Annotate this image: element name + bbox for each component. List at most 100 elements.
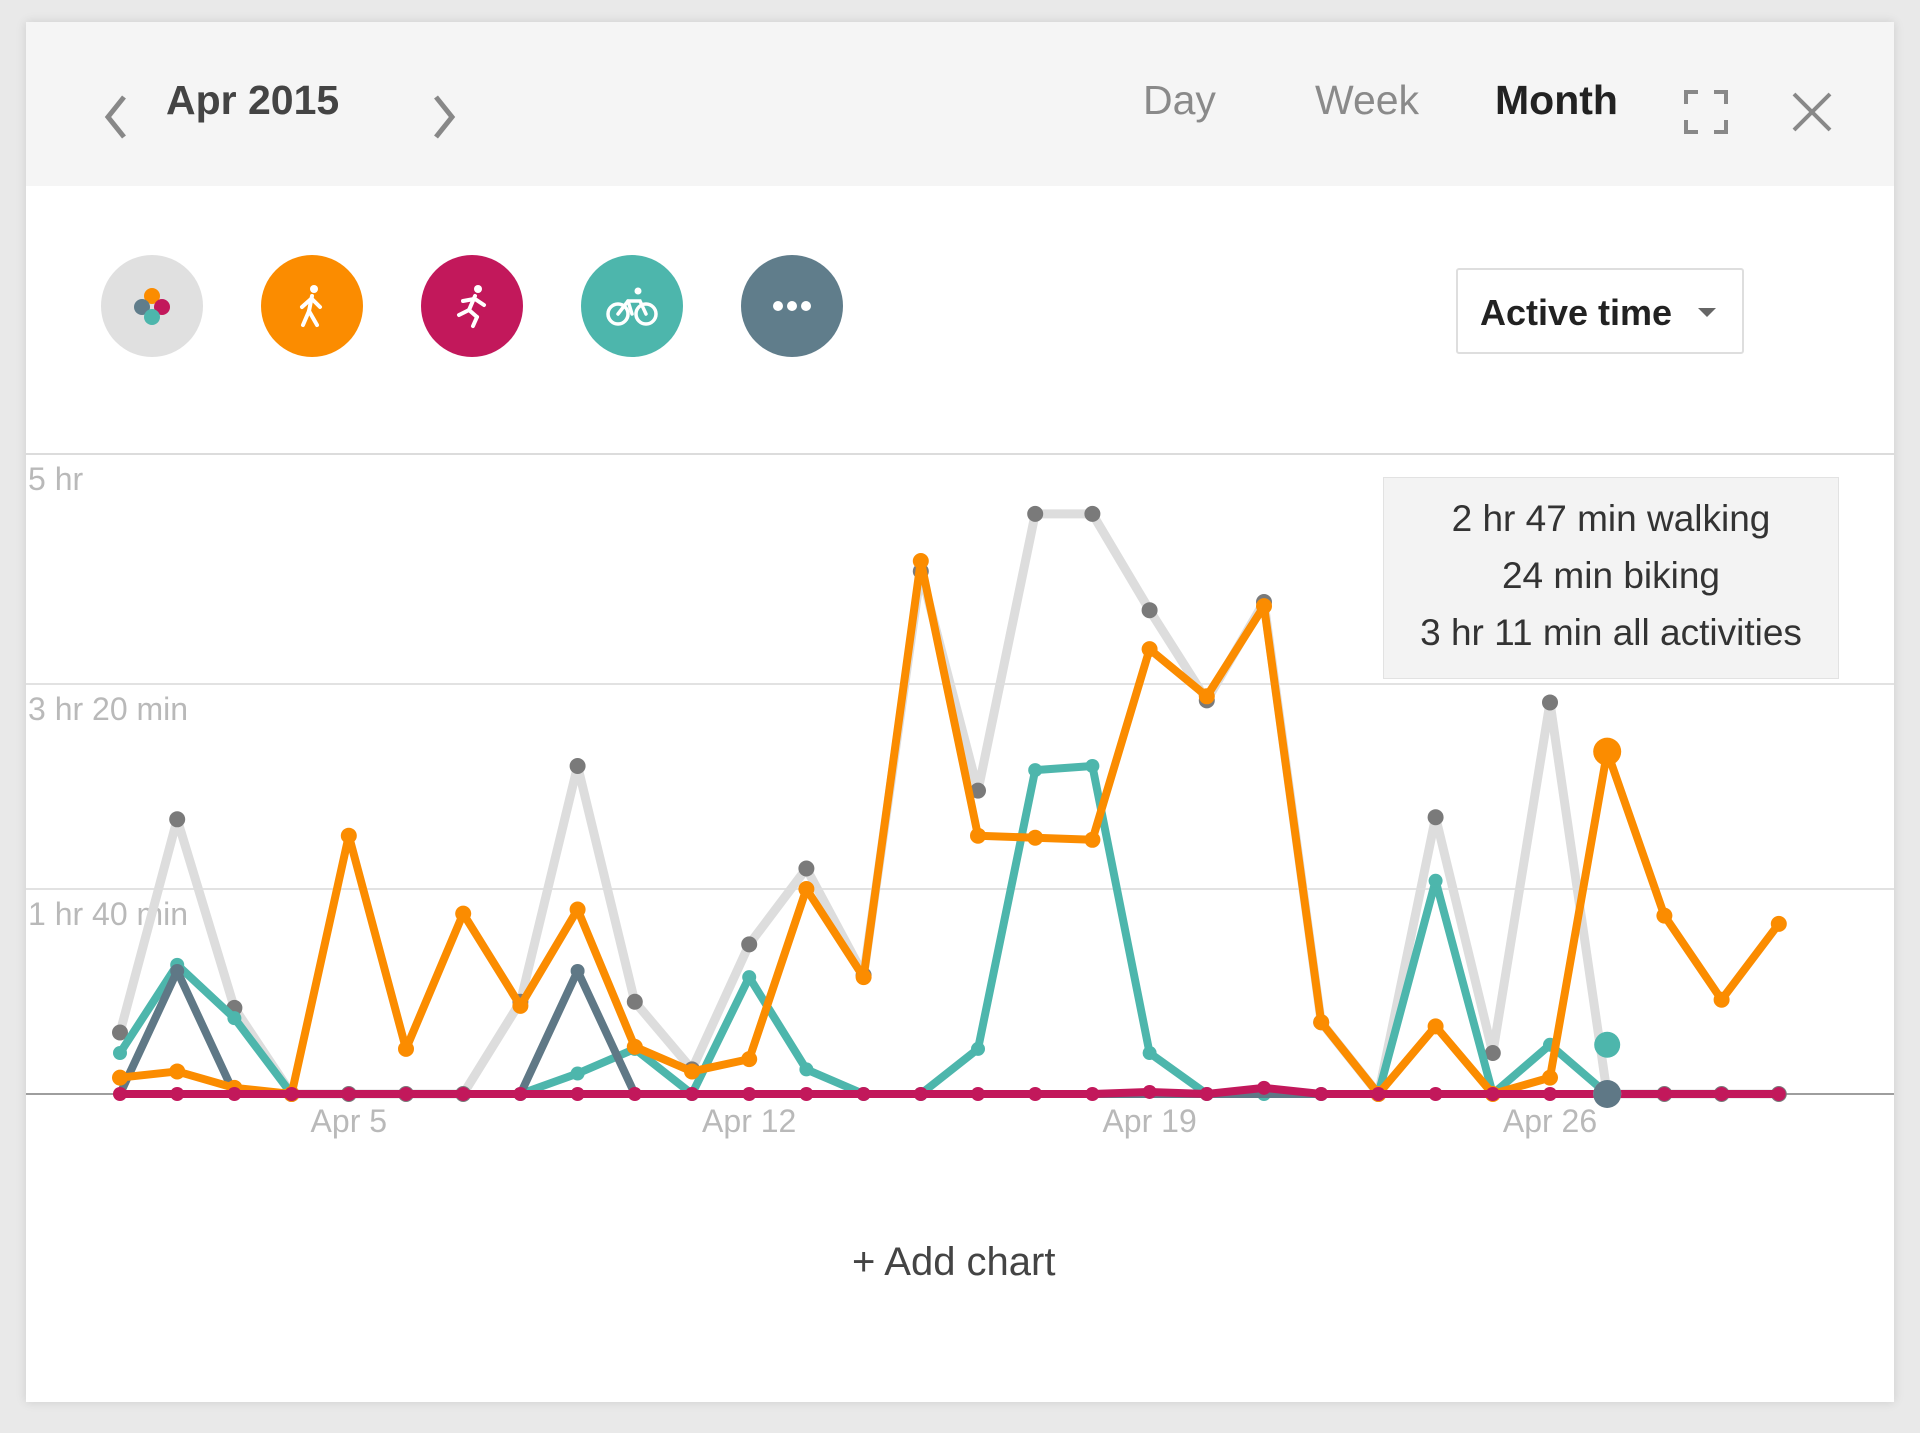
x-tick-label: Apr 12 <box>702 1103 796 1139</box>
data-point-all <box>169 811 186 828</box>
data-point-walking <box>1256 598 1272 615</box>
data-point-biking <box>1428 873 1443 888</box>
data-point-running <box>799 1087 814 1101</box>
header-bar: Apr 2015 Day Week Month <box>26 22 1894 186</box>
filter-more[interactable] <box>741 255 843 357</box>
data-point-running <box>1085 1087 1100 1101</box>
data-point-running <box>742 1087 757 1101</box>
data-point-running <box>685 1087 699 1101</box>
data-point-running <box>627 1087 642 1101</box>
tooltip-line-all: 3 hr 11 min all activities <box>1420 612 1802 653</box>
data-point-walking <box>970 827 986 844</box>
data-point-all <box>1027 505 1044 522</box>
data-point-running <box>1199 1087 1214 1101</box>
data-point-biking <box>742 970 757 985</box>
data-point-running <box>1543 1087 1557 1101</box>
chart-tooltip: 2 hr 47 min walking 24 min biking 3 hr 1… <box>1383 477 1839 679</box>
chevron-left-icon <box>104 95 126 139</box>
data-point-running <box>1142 1084 1157 1099</box>
y-tick-label: 5 hr <box>28 461 83 497</box>
data-point-walking <box>1770 915 1787 932</box>
data-point-biking <box>1028 763 1043 778</box>
data-point-all <box>1427 809 1444 826</box>
data-point-running <box>1771 1087 1786 1101</box>
tab-month[interactable]: Month <box>1495 77 1618 123</box>
data-point-running <box>570 1087 585 1101</box>
fullscreen-icon <box>1684 90 1728 134</box>
data-point-running <box>1028 1087 1043 1101</box>
highlight-point-other <box>1593 1080 1622 1108</box>
filter-walking[interactable] <box>261 255 363 357</box>
data-point-walking <box>684 1063 700 1080</box>
filter-running[interactable] <box>421 255 523 357</box>
chevron-right-icon <box>434 95 456 139</box>
data-point-running <box>227 1087 242 1101</box>
more-icon <box>773 301 811 311</box>
data-point-all <box>112 1024 128 1041</box>
data-point-all <box>1542 694 1558 711</box>
data-point-biking <box>1142 1046 1157 1060</box>
data-point-biking <box>570 1066 585 1081</box>
data-point-biking <box>227 1011 242 1026</box>
data-point-all <box>626 993 643 1010</box>
metric-select[interactable]: Active time <box>1456 268 1744 354</box>
data-point-other <box>570 964 585 978</box>
tooltip-line-biking: 24 min biking <box>1501 555 1720 596</box>
data-point-running <box>1485 1087 1500 1101</box>
activity-chart: 1 hr 40 min 3 hr 20 min 5 hr Apr 5 Apr 12 Apr… <box>26 453 1894 1139</box>
tab-day[interactable]: Day <box>1143 77 1216 123</box>
data-point-walking <box>455 905 472 922</box>
data-point-walking <box>798 881 815 897</box>
data-point-walking <box>1084 831 1101 848</box>
x-tick-label: Apr 19 <box>1102 1103 1196 1139</box>
prev-period-button[interactable] <box>86 82 146 152</box>
period-title: Apr 2015 <box>166 77 340 123</box>
next-period-button[interactable] <box>414 82 474 152</box>
data-point-walking <box>112 1069 128 1086</box>
close-button[interactable] <box>1782 82 1842 142</box>
data-point-biking <box>799 1062 814 1077</box>
data-point-running <box>1714 1087 1729 1101</box>
y-tick-label: 1 hr 40 min <box>28 896 188 932</box>
data-point-running <box>1657 1087 1672 1101</box>
data-point-all <box>1484 1045 1501 1061</box>
tab-week[interactable]: Week <box>1315 77 1420 123</box>
highlight-point-biking <box>1594 1031 1621 1058</box>
data-point-running <box>284 1087 299 1101</box>
data-point-walking <box>1427 1018 1444 1035</box>
data-point-running <box>513 1087 528 1101</box>
series-line-running <box>116 1083 1783 1098</box>
data-point-walking <box>912 553 929 569</box>
tooltip-line-walking: 2 hr 47 min walking <box>1451 498 1771 539</box>
data-point-biking <box>1085 759 1100 773</box>
data-point-walking <box>398 1040 414 1057</box>
data-point-running <box>1257 1080 1271 1095</box>
data-point-walking <box>626 1038 643 1055</box>
data-point-all <box>569 758 586 774</box>
data-point-running <box>1314 1087 1329 1101</box>
filter-biking[interactable] <box>581 255 683 357</box>
data-point-running <box>399 1087 413 1101</box>
dropdown-caret-icon <box>1698 308 1716 317</box>
filter-all-activities[interactable] <box>101 255 203 357</box>
data-point-walking <box>1542 1069 1558 1086</box>
data-point-walking <box>340 827 357 844</box>
metric-select-value: Active time <box>1480 292 1673 333</box>
data-point-running <box>113 1087 127 1101</box>
data-point-walking <box>741 1051 758 1068</box>
data-point-other <box>170 964 185 978</box>
data-point-all <box>741 936 758 953</box>
data-point-walking <box>569 901 586 918</box>
data-point-walking <box>1313 1014 1330 1031</box>
data-point-walking <box>512 997 529 1014</box>
data-point-running <box>1371 1087 1386 1101</box>
fullscreen-button[interactable] <box>1676 82 1736 142</box>
data-point-running <box>971 1087 985 1101</box>
add-chart-button[interactable]: + Add chart <box>852 1240 1056 1284</box>
dots-cluster-icon <box>134 288 170 325</box>
data-point-walking <box>855 969 872 986</box>
data-point-running <box>1428 1087 1443 1101</box>
close-icon <box>1792 92 1832 132</box>
walking-icon <box>300 285 322 327</box>
data-point-all <box>798 860 815 877</box>
